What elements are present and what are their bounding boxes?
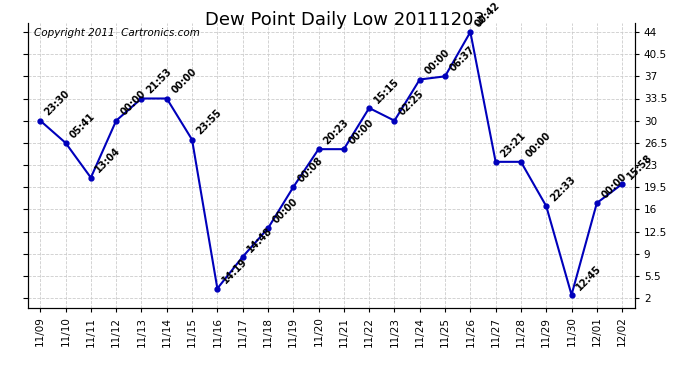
- Text: 00:08: 00:08: [296, 155, 325, 184]
- Text: 12:45: 12:45: [574, 263, 603, 292]
- Text: 15:58: 15:58: [625, 152, 654, 181]
- Text: 15:15: 15:15: [372, 76, 401, 105]
- Text: 00:00: 00:00: [600, 171, 629, 200]
- Text: 20:23: 20:23: [322, 117, 351, 146]
- Text: 06:37: 06:37: [448, 45, 477, 74]
- Text: Copyright 2011  Cartronics.com: Copyright 2011 Cartronics.com: [34, 28, 199, 38]
- Text: 13:04: 13:04: [94, 146, 123, 175]
- Text: 00:00: 00:00: [119, 89, 148, 118]
- Text: 22:33: 22:33: [549, 174, 578, 203]
- Text: 00:00: 00:00: [346, 117, 375, 146]
- Text: 21:53: 21:53: [144, 67, 173, 96]
- Text: 02:25: 02:25: [397, 89, 426, 118]
- Text: 00:00: 00:00: [524, 130, 553, 159]
- Text: 23:30: 23:30: [43, 89, 72, 118]
- Text: 00:00: 00:00: [422, 48, 451, 77]
- Text: 23:55: 23:55: [195, 108, 224, 137]
- Text: 00:00: 00:00: [270, 196, 299, 225]
- Text: 00:00: 00:00: [170, 67, 199, 96]
- Text: 05:41: 05:41: [68, 111, 97, 140]
- Text: Dew Point Daily Low 20111203: Dew Point Daily Low 20111203: [205, 11, 485, 29]
- Text: 23:21: 23:21: [498, 130, 527, 159]
- Text: 00:42: 00:42: [473, 0, 502, 29]
- Text: 14:48: 14:48: [246, 225, 275, 254]
- Text: 14:19: 14:19: [220, 257, 249, 286]
